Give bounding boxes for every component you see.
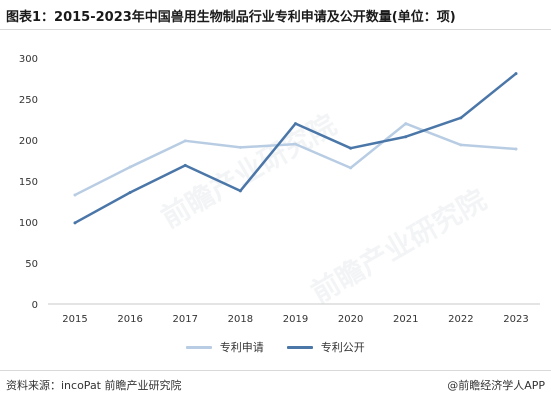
chart-title: 图表1：2015-2023年中国兽用生物制品行业专利申请及公开数量(单位：项) — [6, 10, 456, 25]
chart-series — [73, 72, 518, 225]
y-tick-label: 300 — [19, 54, 38, 65]
x-tick-label: 2021 — [393, 314, 418, 325]
data-point-apply — [459, 143, 463, 147]
y-tick-label: 100 — [19, 218, 38, 229]
data-point-publish — [183, 163, 187, 167]
data-point-publish — [514, 72, 518, 76]
legend-item-apply: 专利申请 — [186, 339, 264, 355]
data-point-publish — [459, 116, 463, 120]
legend-label-publish: 专利公开 — [320, 341, 365, 354]
legend-item-publish: 专利公开 — [287, 339, 365, 355]
data-point-apply — [404, 122, 408, 126]
chart-axes: 0 50 100 150 200 250 300 2015 2016 2017 2018 2019 20… — [19, 54, 540, 325]
data-point-apply — [238, 145, 242, 149]
data-point-apply — [183, 139, 187, 143]
x-tick-label: 2020 — [338, 314, 363, 325]
y-tick-label: 200 — [19, 136, 38, 147]
x-tick-label: 2016 — [117, 314, 142, 325]
series-line-apply — [73, 122, 518, 197]
y-tick-label: 250 — [19, 95, 38, 106]
y-tick-label: 0 — [32, 300, 38, 311]
source-note: 资料来源：incoPat 前瞻产业研究院 — [6, 379, 182, 392]
data-point-apply — [349, 166, 353, 170]
legend-swatch-publish — [287, 345, 314, 349]
data-point-apply — [294, 142, 297, 146]
x-tick-label: 2017 — [173, 314, 198, 325]
data-point-apply — [128, 165, 132, 169]
x-tick-label: 2018 — [228, 314, 253, 325]
data-point-publish — [128, 190, 132, 194]
x-tick-label: 2022 — [448, 314, 473, 325]
x-tick-label: 2023 — [503, 314, 528, 325]
data-point-publish — [73, 221, 77, 225]
data-point-publish — [238, 189, 242, 193]
legend-swatch-apply — [186, 345, 213, 349]
data-point-publish — [404, 135, 408, 139]
series-line-publish — [73, 72, 518, 225]
data-point-publish — [349, 146, 353, 150]
footer: 资料来源：incoPat 前瞻产业研究院 @前瞻经济学人APP — [0, 370, 551, 405]
x-tick-label: 2015 — [62, 314, 87, 325]
y-tick-label: 50 — [25, 259, 38, 270]
x-tick-label: 2019 — [283, 314, 308, 325]
data-point-publish — [294, 122, 297, 126]
data-point-apply — [73, 193, 77, 197]
data-point-apply — [514, 147, 518, 151]
legend-label-apply: 专利申请 — [219, 341, 264, 354]
title-divider — [0, 29, 551, 30]
chart-legend: 专利申请 专利公开 — [0, 339, 551, 355]
y-tick-label: 150 — [19, 177, 38, 188]
credit-note: @前瞻经济学人APP — [447, 379, 545, 392]
